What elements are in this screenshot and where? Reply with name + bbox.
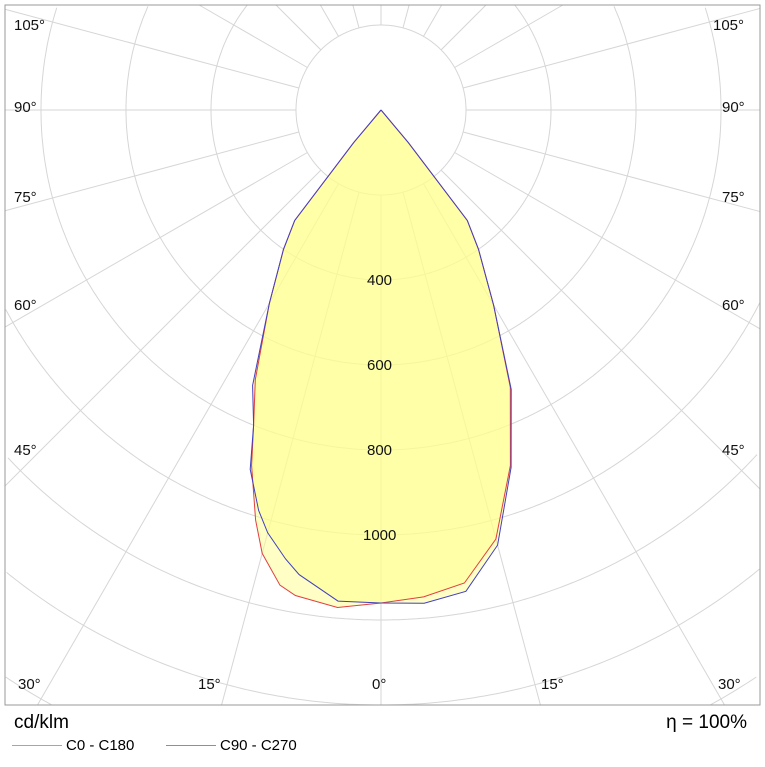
grid-spoke xyxy=(4,169,322,487)
angle-label-right-75: 75° xyxy=(722,189,745,206)
plot-frame xyxy=(4,4,761,706)
grid-spoke xyxy=(402,4,410,29)
legend-label: C0 - C180 xyxy=(66,737,135,754)
angle-label-right-30: 30° xyxy=(718,676,741,693)
angle-label-right-105: 105° xyxy=(713,17,745,34)
angle-label-left-60: 60° xyxy=(14,297,37,314)
grid-spoke xyxy=(198,4,308,68)
grid-spoke xyxy=(440,169,761,490)
grid-circle xyxy=(5,676,757,706)
angle-label-bottom-15-left: 15° xyxy=(198,676,221,693)
radial-label-800: 800 xyxy=(367,442,393,459)
radial-label-600: 600 xyxy=(367,357,393,374)
grid-spoke xyxy=(454,152,761,330)
angle-label-bottom-0: 0° xyxy=(372,676,387,693)
angle-label-right-45: 45° xyxy=(722,442,745,459)
grid-spoke xyxy=(454,4,564,68)
legend-label: C90 - C270 xyxy=(220,737,297,754)
efficiency-label: η = 100% xyxy=(666,712,747,733)
grid-spoke xyxy=(4,8,300,89)
grid-spoke xyxy=(4,152,308,328)
radial-label-1000: 1000 xyxy=(363,527,397,544)
grid-spoke xyxy=(4,131,300,212)
angle-label-left-90: 90° xyxy=(14,99,37,116)
angle-label-left-75: 75° xyxy=(14,189,37,206)
grid-spoke xyxy=(352,4,360,29)
grid-spoke xyxy=(275,4,322,51)
grid-spoke xyxy=(462,131,761,213)
legend-item-c0-c180: C0 - C180 xyxy=(12,737,134,754)
angle-label-bottom-15-right: 15° xyxy=(541,676,564,693)
grid-circle xyxy=(7,454,758,621)
grid-spoke xyxy=(462,7,761,89)
angle-label-right-60: 60° xyxy=(722,297,745,314)
angle-label-left-105: 105° xyxy=(14,17,46,34)
grid-spoke xyxy=(440,4,487,51)
grid-spoke xyxy=(423,4,443,37)
series-fill-1 xyxy=(250,110,512,604)
radial-label-400: 400 xyxy=(367,272,393,289)
grid-spoke xyxy=(319,4,339,37)
angle-label-right-90: 90° xyxy=(722,99,745,116)
series-line-C90-C270 xyxy=(249,109,512,604)
legend-swatch-red xyxy=(12,745,62,746)
angle-label-left-30: 30° xyxy=(18,676,41,693)
angle-label-left-45: 45° xyxy=(14,442,37,459)
legend-swatch-blue xyxy=(166,745,216,746)
grid-circle xyxy=(6,568,760,706)
legend-item-c90-c270: C90 - C270 xyxy=(166,737,297,754)
unit-label: cd/klm xyxy=(14,712,69,733)
